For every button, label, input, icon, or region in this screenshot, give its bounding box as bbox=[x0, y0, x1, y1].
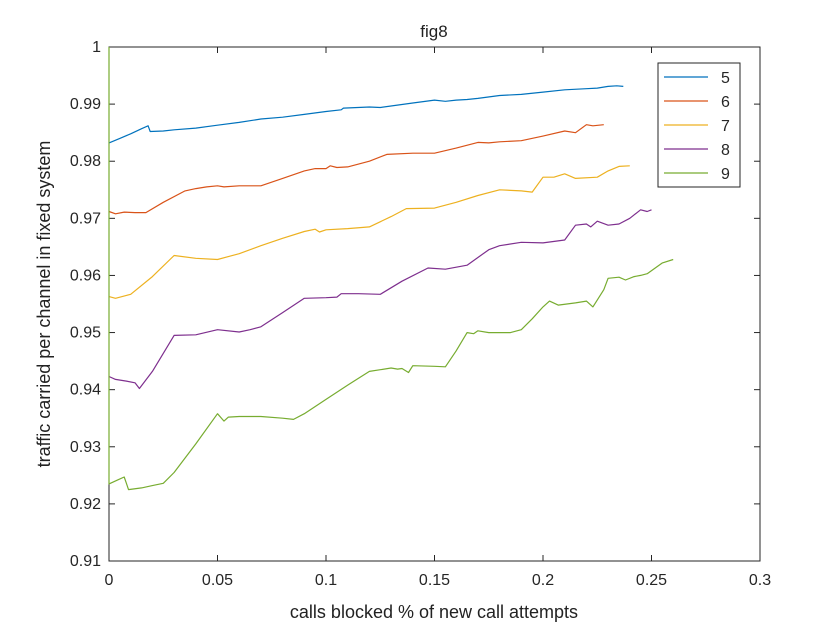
legend-label-6: 6 bbox=[721, 94, 730, 111]
series-line-9 bbox=[108, 47, 674, 491]
y-axis-label: traffic carried per channel in fixed sys… bbox=[34, 141, 54, 468]
y-tick-label: 0.93 bbox=[70, 439, 101, 456]
x-axis-label: calls blocked % of new call attempts bbox=[290, 602, 578, 622]
series-line-8 bbox=[108, 209, 652, 390]
x-tick-label: 0.3 bbox=[749, 572, 771, 589]
x-tick-label: 0.1 bbox=[315, 572, 337, 589]
y-tick-label: 0.91 bbox=[70, 553, 101, 570]
series-lines bbox=[108, 47, 674, 491]
y-tick-label: 0.96 bbox=[70, 267, 101, 284]
series-line-5 bbox=[108, 85, 624, 144]
x-tick-label: 0.25 bbox=[636, 572, 667, 589]
axis-ticks: 0 0.05 0.1 0.15 0.2 0.25 0.3 0.91 0.92 0.93 0.94 0.… bbox=[70, 39, 771, 589]
series-line-6 bbox=[108, 124, 604, 215]
legend-label-7: 7 bbox=[721, 118, 730, 135]
legend-label-5: 5 bbox=[721, 70, 730, 87]
y-tick-label: 0.97 bbox=[70, 210, 101, 227]
x-tick-label: 0.2 bbox=[532, 572, 554, 589]
x-tick-label: 0.05 bbox=[202, 572, 233, 589]
y-tick-label: 0.99 bbox=[70, 96, 101, 113]
y-tick-label: 1 bbox=[92, 39, 101, 56]
y-tick-label: 0.94 bbox=[70, 382, 101, 399]
legend-label-8: 8 bbox=[721, 142, 730, 159]
plot-area bbox=[108, 46, 761, 562]
legend: 5 6 7 8 9 bbox=[657, 62, 741, 188]
x-tick-label: 0.15 bbox=[419, 572, 450, 589]
y-tick-label: 0.95 bbox=[70, 325, 101, 342]
y-tick-label: 0.98 bbox=[70, 153, 101, 170]
y-tick-label: 0.92 bbox=[70, 496, 101, 513]
x-tick-label: 0 bbox=[105, 572, 114, 589]
chart-title: fig8 bbox=[420, 22, 447, 41]
series-line-7 bbox=[108, 165, 630, 299]
legend-label-9: 9 bbox=[721, 166, 730, 183]
